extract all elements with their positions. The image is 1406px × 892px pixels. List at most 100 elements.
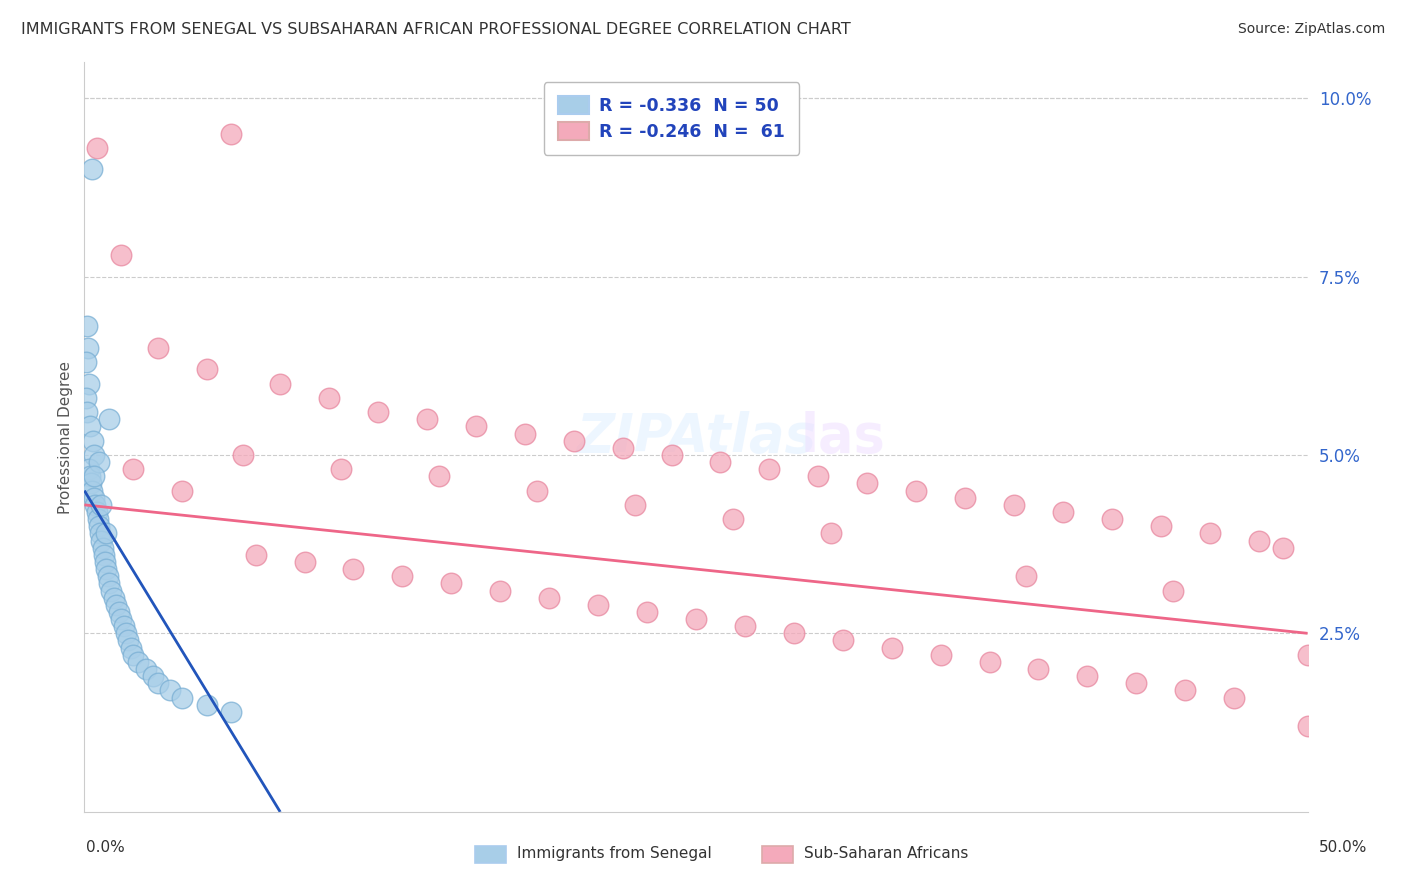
Point (80, 476, 103, 491)
Point (1150, 519, 1173, 533)
Point (172, 690, 194, 705)
Point (342, 562, 364, 576)
Point (83, 469, 105, 483)
Point (1015, 569, 1038, 583)
Point (685, 612, 707, 626)
Point (820, 526, 842, 541)
Point (1223, 690, 1246, 705)
Point (979, 655, 1001, 669)
Point (929, 648, 952, 662)
Point (112, 619, 135, 633)
Point (79, 469, 101, 483)
Point (1125, 676, 1147, 690)
Point (110, 248, 132, 262)
Point (159, 683, 181, 698)
Point (94, 555, 117, 569)
Point (97, 569, 120, 583)
Point (1002, 498, 1025, 512)
Point (107, 605, 129, 619)
Point (77, 376, 100, 391)
Point (103, 591, 125, 605)
Point (1247, 533, 1270, 548)
Point (1296, 719, 1319, 733)
Point (513, 426, 536, 441)
Point (905, 483, 928, 498)
Point (122, 648, 145, 662)
Y-axis label: Professional Degree: Professional Degree (58, 360, 73, 514)
Point (294, 555, 316, 569)
Point (110, 612, 132, 626)
Point (120, 640, 142, 655)
Point (269, 376, 291, 391)
Point (416, 412, 439, 426)
Point (122, 462, 145, 476)
Point (612, 441, 634, 455)
Point (77, 341, 100, 355)
Point (219, 127, 242, 141)
Point (84, 498, 107, 512)
Point (330, 462, 353, 476)
Point (1052, 505, 1074, 519)
Point (440, 576, 463, 591)
Point (734, 619, 756, 633)
Point (367, 405, 389, 419)
Point (586, 598, 609, 612)
Point (97, 576, 120, 591)
Point (807, 469, 830, 483)
Point (146, 676, 169, 690)
Point (75, 355, 97, 369)
Point (146, 341, 169, 355)
Point (87, 519, 110, 533)
Point (90, 533, 112, 548)
Text: las: las (800, 411, 886, 463)
Point (758, 462, 780, 476)
Point (624, 498, 647, 512)
Point (232, 448, 254, 462)
Point (526, 483, 548, 498)
Point (87, 512, 110, 526)
Point (100, 583, 122, 598)
Point (953, 491, 976, 505)
Point (783, 626, 806, 640)
Legend: R = -0.336  N = 50, R = -0.246  N =  61: R = -0.336 N = 50, R = -0.246 N = 61 (544, 82, 799, 154)
Point (76, 319, 98, 334)
Point (90, 498, 112, 512)
Point (105, 598, 128, 612)
Point (1174, 683, 1197, 698)
Point (562, 434, 585, 448)
Point (661, 448, 683, 462)
Point (219, 705, 242, 719)
Point (82, 483, 104, 498)
Point (1028, 662, 1050, 676)
Point (391, 569, 413, 583)
Point (538, 591, 561, 605)
Point (117, 633, 139, 648)
Point (75, 391, 97, 405)
Text: ZIPAtlas: ZIPAtlas (576, 411, 815, 463)
Point (86, 505, 108, 519)
Point (142, 669, 165, 683)
Point (1101, 512, 1123, 526)
Point (79, 419, 101, 434)
Point (96, 526, 118, 541)
Point (489, 583, 512, 598)
Point (1296, 648, 1319, 662)
Point (172, 483, 194, 498)
Point (127, 655, 149, 669)
Text: Immigrants from Senegal: Immigrants from Senegal (517, 847, 713, 861)
Point (80, 162, 103, 177)
Point (91, 541, 114, 555)
Point (427, 469, 450, 483)
Point (880, 640, 903, 655)
Text: 0.0%: 0.0% (86, 840, 125, 855)
Point (83, 448, 105, 462)
Point (115, 626, 138, 640)
Point (464, 419, 486, 434)
Point (856, 476, 879, 491)
Point (87, 455, 110, 469)
Text: IMMIGRANTS FROM SENEGAL VS SUBSAHARAN AFRICAN PROFESSIONAL DEGREE CORRELATION CH: IMMIGRANTS FROM SENEGAL VS SUBSAHARAN AF… (21, 22, 851, 37)
Point (97, 412, 120, 426)
Point (318, 391, 340, 405)
Point (1161, 583, 1184, 598)
Point (135, 662, 157, 676)
